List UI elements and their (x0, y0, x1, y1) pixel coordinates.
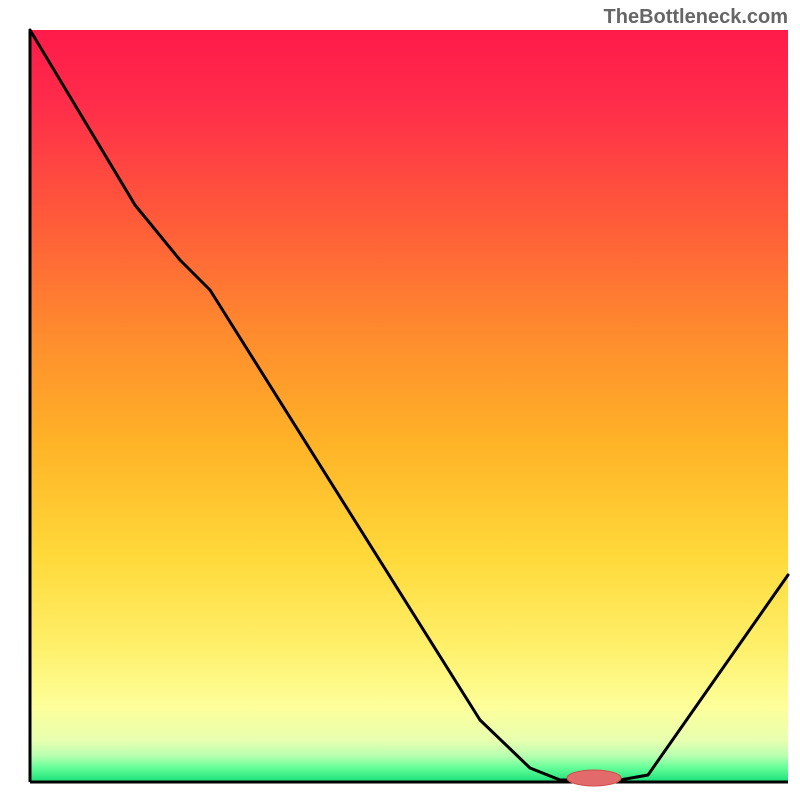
plot-background (30, 30, 788, 782)
bottleneck-chart (0, 0, 800, 800)
watermark-text: TheBottleneck.com (604, 6, 788, 29)
optimal-marker (567, 770, 621, 786)
chart-container: TheBottleneck.com (0, 0, 800, 800)
